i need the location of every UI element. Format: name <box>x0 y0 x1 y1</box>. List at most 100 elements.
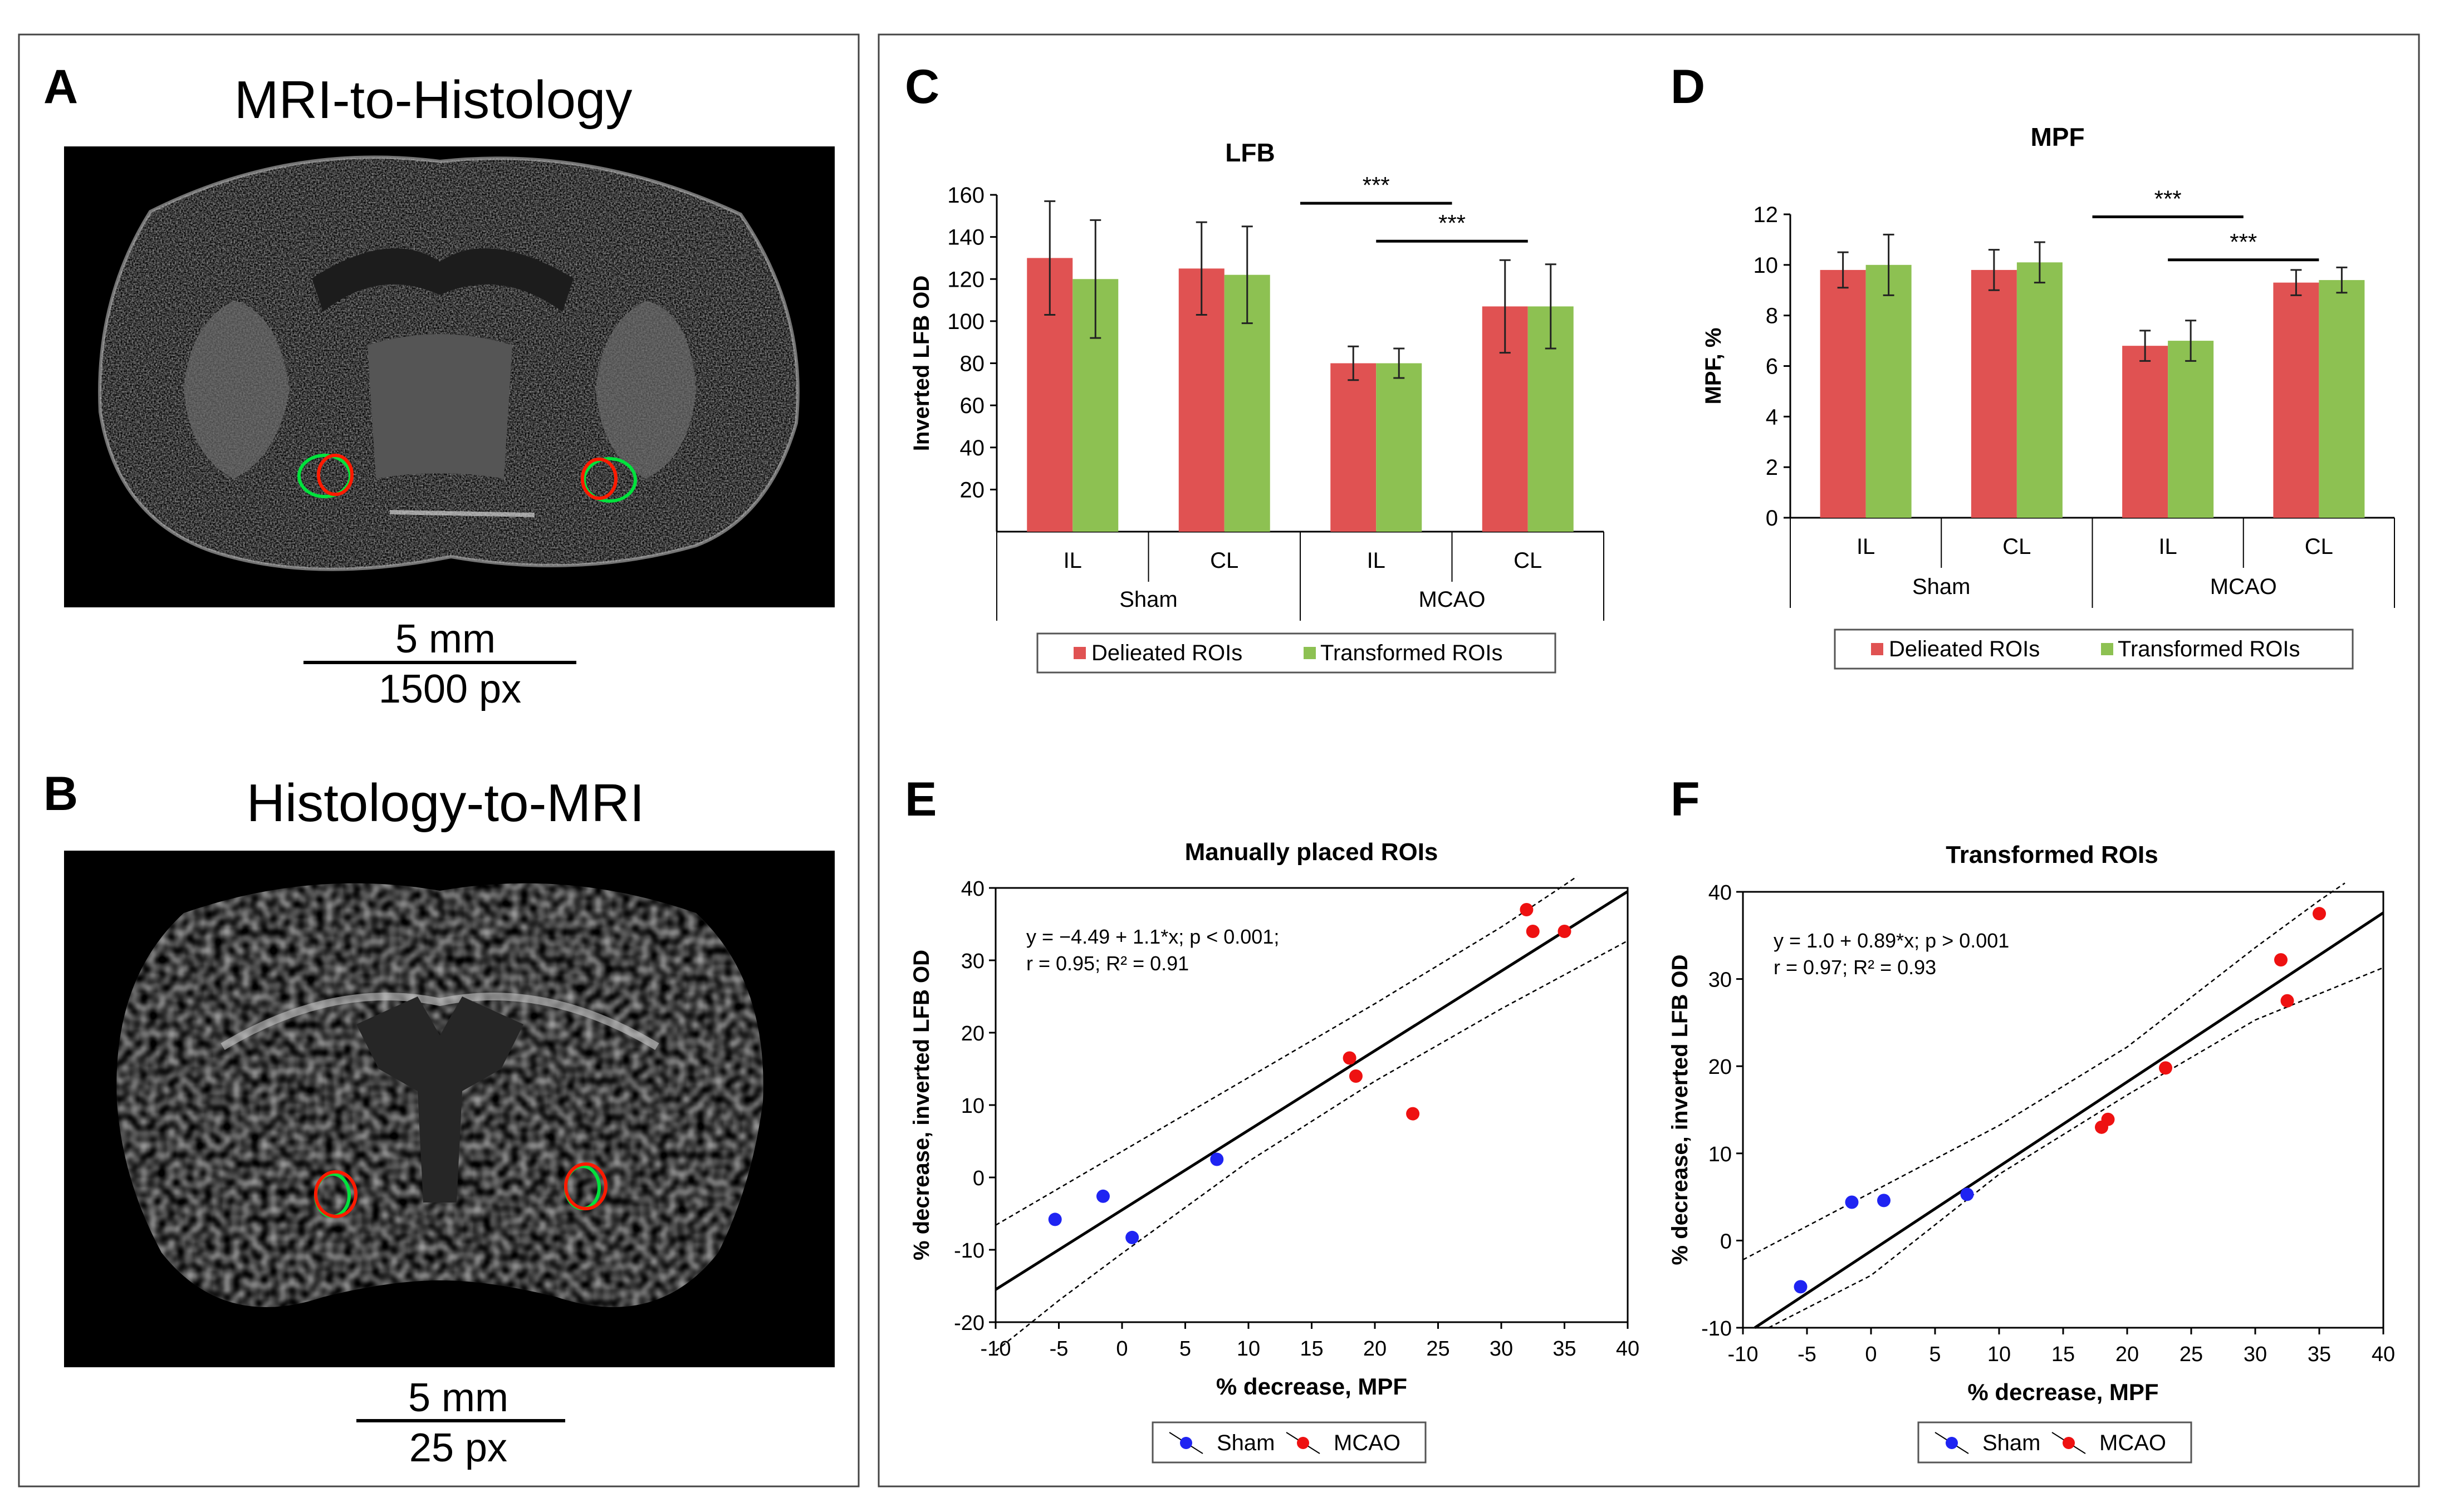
legend-box <box>1152 1421 1427 1464</box>
regression-line <box>1754 911 2384 1329</box>
panel-f-letter: F <box>1671 773 1700 826</box>
x-tick-label: -5 <box>1798 1343 1816 1366</box>
point-mcao <box>1406 1107 1420 1121</box>
legend-swatch-transformed <box>2101 643 2113 655</box>
y-tick-label: 12 <box>1754 203 1779 227</box>
chart-c: LFB Inverted LFB OD 20 40 60 80 100 120 140 160 IL… <box>909 138 1604 674</box>
y-tick-label: 20 <box>961 1022 985 1045</box>
x-tick-label: 30 <box>2244 1343 2267 1366</box>
roi-mri-red-left <box>314 1170 357 1218</box>
category-label: IL <box>1367 548 1385 573</box>
y-tick-label: 2 <box>1766 455 1778 480</box>
legend-box <box>1834 629 2354 670</box>
legend-box <box>1036 632 1556 674</box>
chart-title: LFB <box>1225 138 1275 167</box>
legend-swatch-delineated <box>1871 643 1883 655</box>
y-tick-label: 140 <box>947 225 985 250</box>
legend-label: MCAO <box>1334 1431 1400 1455</box>
bar-transformed-rois <box>2016 262 2063 518</box>
panel-e-letter: E <box>905 773 937 826</box>
scale-a-top: 5 mm <box>395 617 496 661</box>
point-mcao <box>1558 925 1571 938</box>
confidence-band-upper <box>995 876 1578 1226</box>
mri-image <box>64 851 835 1367</box>
x-tick-label: 5 <box>1179 1337 1191 1361</box>
x-axis-label: % decrease, MPF <box>1216 1373 1407 1400</box>
point-sham <box>1210 1152 1224 1166</box>
point-sham <box>1794 1280 1808 1294</box>
y-tick-label: 0 <box>1766 506 1778 531</box>
legend-label: Sham <box>1982 1431 2041 1455</box>
point-mcao <box>2280 994 2294 1008</box>
regression-annotation: r = 0.97; R² = 0.93 <box>1774 956 1936 979</box>
point-sham <box>1048 1212 1062 1226</box>
panel-a: A MRI-to-Histology 5 mm 1500 px <box>43 60 835 711</box>
legend-label: Transformed ROIs <box>1320 641 1502 665</box>
y-tick-label: 30 <box>1708 969 1732 992</box>
x-tick-label: 30 <box>1490 1337 1513 1361</box>
y-tick-label: 30 <box>961 950 985 973</box>
point-mcao <box>1349 1069 1363 1083</box>
bar-delieated-rois <box>1820 269 1866 518</box>
regression-annotation: y = −4.49 + 1.1*x; p < 0.001; <box>1026 925 1279 948</box>
x-tick-label: 40 <box>1616 1337 1639 1361</box>
chart-d: MPF MPF, % 0 2 4 6 8 10 12 IL CL IL CL Sham MCAO *** ***… <box>1701 122 2395 670</box>
legend-swatch-delineated <box>1074 647 1086 659</box>
group-label: Sham <box>1119 587 1178 612</box>
category-label: CL <box>2305 534 2333 559</box>
legend-marker-mcao <box>2063 1437 2075 1449</box>
point-sham <box>1960 1187 1974 1201</box>
y-tick-label: 6 <box>1766 355 1778 379</box>
y-tick-label: 10 <box>1708 1143 1732 1166</box>
category-label: CL <box>2002 534 2031 559</box>
significance-label: *** <box>2230 229 2257 255</box>
category-label: CL <box>1210 548 1238 573</box>
legend-box <box>1917 1421 2192 1464</box>
x-tick-label: -5 <box>1050 1337 1069 1361</box>
y-axis-label: % decrease, inverted LFB OD <box>909 950 934 1260</box>
roi-mri-red-right <box>564 1162 608 1210</box>
confidence-band-upper <box>1742 882 2345 1261</box>
confidence-band-lower <box>995 940 1628 1352</box>
chart-title: Manually placed ROIs <box>1185 838 1438 866</box>
y-tick-label: 60 <box>960 394 985 418</box>
legend-label: Sham <box>1217 1431 1275 1455</box>
panel-d-letter: D <box>1671 60 1705 114</box>
x-axis-label: % decrease, MPF <box>1967 1379 2158 1405</box>
roi-red-left <box>317 454 354 496</box>
x-tick-label: 25 <box>2180 1343 2203 1366</box>
confidence-band-lower <box>1768 967 2384 1329</box>
bar-transformed-rois <box>1865 264 1912 518</box>
regression-annotation: y = 1.0 + 0.89*x; p > 0.001 <box>1774 929 2009 952</box>
point-mcao <box>2313 907 2326 921</box>
scale-b-top: 5 mm <box>408 1376 508 1420</box>
y-tick-label: 4 <box>1766 405 1778 429</box>
x-tick-label: 10 <box>1237 1337 1260 1361</box>
significance-label: *** <box>1438 210 1466 236</box>
panel-b-letter: B <box>43 767 78 821</box>
significance-label: *** <box>2154 186 2182 212</box>
y-axis-label: Inverted LFB OD <box>909 276 934 451</box>
panel-a-title: MRI-to-Histology <box>234 70 633 130</box>
chart-title: Transformed ROIs <box>1946 841 2158 868</box>
y-tick-label: 160 <box>947 183 985 208</box>
legend-swatch-transformed <box>1304 647 1316 659</box>
legend-label: Delieated ROIs <box>1889 637 2040 661</box>
category-label: CL <box>1514 548 1542 573</box>
point-mcao <box>1526 925 1540 938</box>
x-tick-label: 20 <box>1363 1337 1387 1361</box>
panel-b-title: Histology-to-MRI <box>247 773 645 833</box>
y-tick-label: 10 <box>961 1094 985 1118</box>
y-tick-label: 20 <box>1708 1056 1732 1079</box>
y-tick-label: -10 <box>954 1239 985 1263</box>
bar-delieated-rois <box>1971 269 2017 518</box>
point-mcao <box>2159 1061 2172 1075</box>
x-tick-label: 5 <box>1929 1343 1941 1366</box>
group-label: MCAO <box>1419 587 1486 612</box>
y-tick-label: 20 <box>960 478 985 502</box>
x-tick-label: 25 <box>1426 1337 1449 1361</box>
histology-image <box>64 146 835 607</box>
point-mcao <box>1520 903 1534 916</box>
point-sham <box>1125 1230 1139 1244</box>
